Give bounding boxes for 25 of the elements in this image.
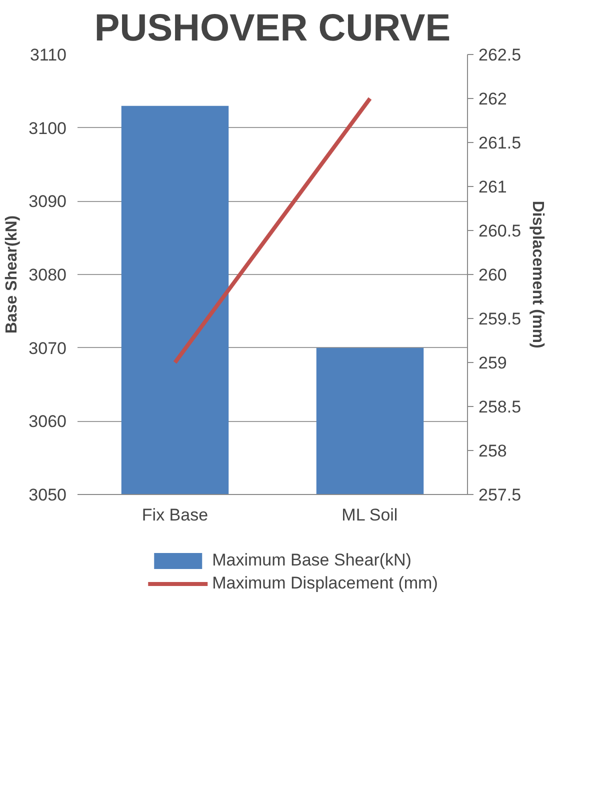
y-tick-label: 3110 [30, 46, 67, 64]
x-tick-label: ML Soil [342, 506, 398, 524]
y2-tick-label: 262 [478, 90, 507, 108]
y2-axis-title: Displacement (mm) [529, 200, 546, 348]
y2-tick-label: 260 [478, 266, 507, 284]
y2-tick-label: 259.5 [478, 310, 522, 328]
legend-label: Maximum Base Shear(kN) [212, 550, 412, 570]
y2-tick-label: 261.5 [478, 134, 522, 152]
y2-tick-label: 258.5 [478, 398, 522, 416]
y2-tick-label: 262.5 [478, 46, 522, 64]
x-tick-label: Fix Base [142, 506, 208, 524]
y-tick-label: 3050 [28, 486, 67, 504]
y2-tick-label: 259 [478, 354, 507, 372]
y-tick-label: 3070 [28, 338, 67, 358]
legend-label: Maximum Displacement (mm) [212, 574, 438, 594]
y2-tick-label: 258 [478, 442, 507, 460]
y-tick-label: 3090 [28, 192, 67, 212]
y2-tick-label: 260.5 [478, 222, 522, 240]
chart-title: PUSHOVER CURVE [94, 8, 451, 50]
y2-tick-label: 261 [478, 178, 507, 196]
y-tick-label: 3100 [28, 118, 67, 138]
y-tick-label: 3080 [28, 266, 67, 284]
y-tick-label: 3060 [28, 412, 67, 432]
y2-tick-label: 257.5 [478, 486, 522, 504]
y-axis-title: Base Shear(kN) [4, 215, 21, 334]
